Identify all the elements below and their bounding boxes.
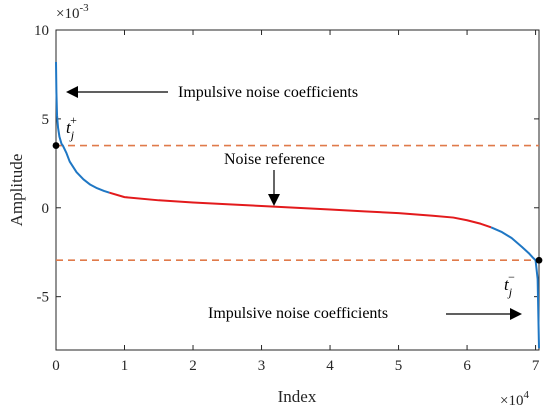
series-line-1 <box>55 61 110 194</box>
x-axis-label: Index <box>278 387 317 406</box>
x-tick-label: 5 <box>395 358 403 374</box>
t-j-minus-point <box>535 256 543 264</box>
y-multiplier: ×10-3 <box>56 2 89 22</box>
upper-arrow-head <box>66 86 78 98</box>
tick-marks <box>55 29 539 350</box>
tick-labels: 0 1 2 3 4 5 6 7 -5 0 5 10 <box>34 23 540 374</box>
t-j-plus-label: tj+ <box>66 113 77 142</box>
series-line-2 <box>109 191 492 229</box>
threshold-points <box>52 142 543 264</box>
x-tick-label: 1 <box>121 358 129 374</box>
lower-impulsive-label: Impulsive noise coefficients <box>208 305 388 322</box>
t-j-plus-point <box>52 142 60 149</box>
series-line-3 <box>490 226 540 349</box>
y-tick-label: 0 <box>42 201 50 217</box>
upper-impulsive-label: Impulsive noise coefficients <box>178 84 358 101</box>
x-multiplier: ×104 <box>500 389 529 409</box>
t-j-minus-label: tj− <box>504 270 515 299</box>
noise-arrow-head <box>268 194 280 206</box>
x-tick-label: 3 <box>258 358 266 374</box>
y-axis-label: Amplitude <box>7 154 26 227</box>
series-lines <box>55 61 540 349</box>
x-tick-label: 7 <box>532 358 540 374</box>
y-tick-label: 10 <box>34 23 49 39</box>
plot-frame <box>55 29 540 351</box>
x-tick-label: 0 <box>52 358 60 374</box>
noise-reference-label: Noise reference <box>224 151 325 168</box>
x-tick-label: 4 <box>326 358 334 374</box>
y-tick-label: -5 <box>37 290 50 306</box>
threshold-lines <box>56 144 539 262</box>
x-tick-label: 6 <box>463 358 471 374</box>
y-tick-label: 5 <box>42 112 50 128</box>
lower-arrow-head <box>510 308 522 320</box>
x-tick-label: 2 <box>189 358 197 374</box>
